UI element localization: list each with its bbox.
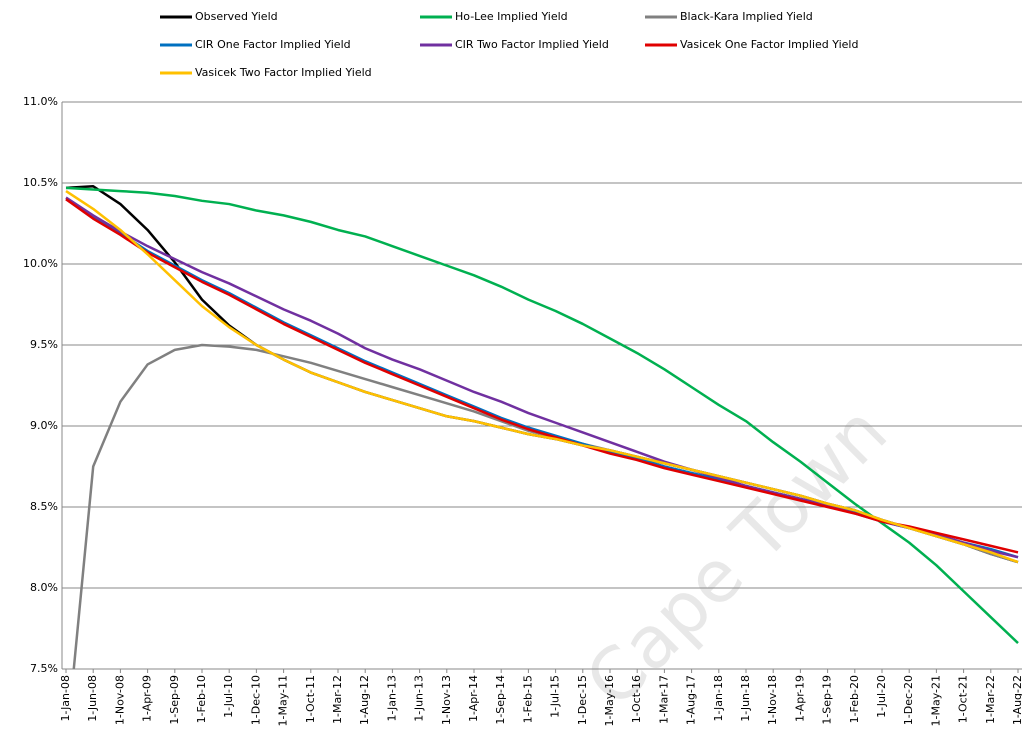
series-line — [65, 190, 1019, 564]
x-tick-label: 1-Jun-18 — [739, 675, 752, 722]
x-tick-label: 1-Aug-22 — [1011, 675, 1022, 725]
x-tick-label: 1-Apr-19 — [793, 675, 806, 722]
x-tick-label: 1-Sep-19 — [821, 675, 834, 725]
x-tick-label: 1-Jul-10 — [222, 675, 235, 718]
legend-label: CIR Two Factor Implied Yield — [455, 38, 609, 51]
legend-label: Vasicek Two Factor Implied Yield — [195, 66, 372, 79]
y-tick-label: 7.5% — [30, 662, 58, 675]
x-tick-label: 1-Jan-08 — [59, 675, 72, 722]
y-tick-label: 10.0% — [23, 257, 58, 270]
y-tick-label: 9.0% — [30, 419, 58, 432]
x-tick-label: 1-Jul-20 — [875, 675, 888, 718]
x-tick-label: 1-Dec-20 — [902, 675, 915, 725]
y-tick-label: 8.5% — [30, 500, 58, 513]
x-tick-label: 1-May-11 — [277, 675, 290, 726]
x-tick-label: 1-Feb-10 — [195, 675, 208, 723]
x-tick-label: 1-Dec-10 — [249, 675, 262, 725]
x-tick-label: 1-Jun-13 — [413, 675, 426, 722]
x-tick-label: 1-Nov-18 — [766, 675, 779, 725]
x-tick-label: 1-Dec-15 — [576, 675, 589, 725]
x-tick-label: 1-May-16 — [603, 675, 616, 726]
x-tick-label: 1-Nov-08 — [113, 675, 126, 725]
x-tick-label: 1-Jun-08 — [86, 675, 99, 722]
x-tick-label: 1-Mar-12 — [331, 675, 344, 724]
watermark: Cape Town — [569, 389, 902, 722]
plot-lines — [65, 184, 1019, 669]
series-line — [65, 198, 1019, 559]
x-tick-label: 1-Jan-13 — [385, 675, 398, 722]
x-tick-label: 1-Jan-18 — [712, 675, 725, 722]
legend-label: Black-Kara Implied Yield — [680, 10, 813, 23]
x-tick-label: 1-Feb-15 — [521, 675, 534, 723]
x-tick-label: 1-Sep-14 — [494, 675, 507, 725]
y-tick-label: 10.5% — [23, 176, 58, 189]
x-tick-label: 1-Mar-22 — [984, 675, 997, 724]
y-tick-label: 11.0% — [23, 95, 58, 108]
y-tick-label: 9.5% — [30, 338, 58, 351]
x-tick-label: 1-May-21 — [929, 675, 942, 726]
y-tick-label: 8.0% — [30, 581, 58, 594]
x-tick-label: 1-Jul-15 — [549, 675, 562, 718]
series-line — [65, 186, 1019, 644]
x-tick-label: 1-Apr-09 — [141, 675, 154, 722]
legend-label: Ho-Lee Implied Yield — [455, 10, 568, 23]
x-tick-label: 1-Apr-14 — [467, 675, 480, 722]
legend-label: CIR One Factor Implied Yield — [195, 38, 351, 51]
legend-label: Vasicek One Factor Implied Yield — [680, 38, 858, 51]
x-tick-label: 1-Oct-21 — [957, 675, 970, 723]
x-tick-label: 1-Sep-09 — [168, 675, 181, 725]
x-tick-label: 1-Oct-11 — [304, 675, 317, 723]
series-line — [65, 196, 1019, 559]
x-tick-label: 1-Feb-20 — [848, 675, 861, 723]
series-line — [65, 184, 1019, 564]
x-tick-label: 1-Nov-13 — [440, 675, 453, 725]
x-tick-label: 1-Aug-17 — [685, 675, 698, 725]
x-tick-label: 1-Mar-17 — [657, 675, 670, 724]
x-tick-label: 1-Aug-12 — [358, 675, 371, 725]
legend-label: Observed Yield — [195, 10, 278, 23]
x-tick-label: 1-Oct-16 — [630, 675, 643, 723]
series-line — [65, 198, 1019, 554]
